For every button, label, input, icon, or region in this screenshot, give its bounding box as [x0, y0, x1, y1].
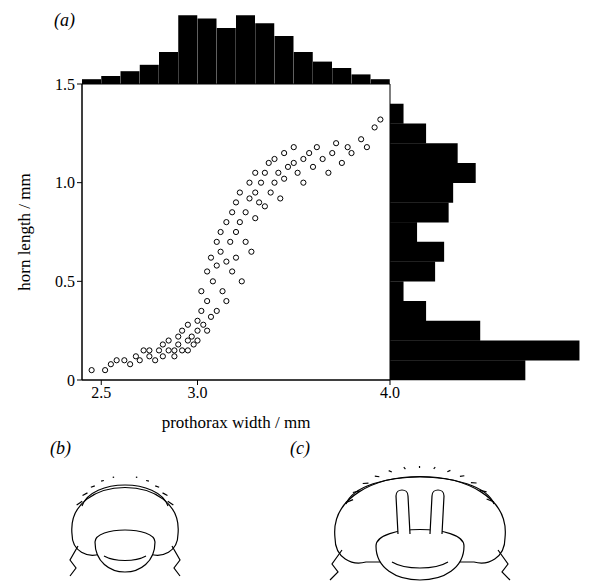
- svg-text:(c): (c): [290, 438, 310, 459]
- svg-text:0.5: 0.5: [55, 273, 75, 290]
- svg-text:(b): (b): [50, 438, 71, 459]
- svg-text:(a): (a): [54, 10, 75, 31]
- svg-text:horn length / mm: horn length / mm: [15, 173, 34, 291]
- svg-text:3.0: 3.0: [188, 384, 208, 401]
- svg-text:2.5: 2.5: [91, 384, 111, 401]
- svg-text:prothorax width / mm: prothorax width / mm: [162, 413, 311, 432]
- svg-text:4.0: 4.0: [380, 384, 400, 401]
- svg-text:1.0: 1.0: [55, 174, 75, 191]
- svg-text:0: 0: [67, 372, 75, 389]
- svg-text:1.5: 1.5: [55, 76, 75, 93]
